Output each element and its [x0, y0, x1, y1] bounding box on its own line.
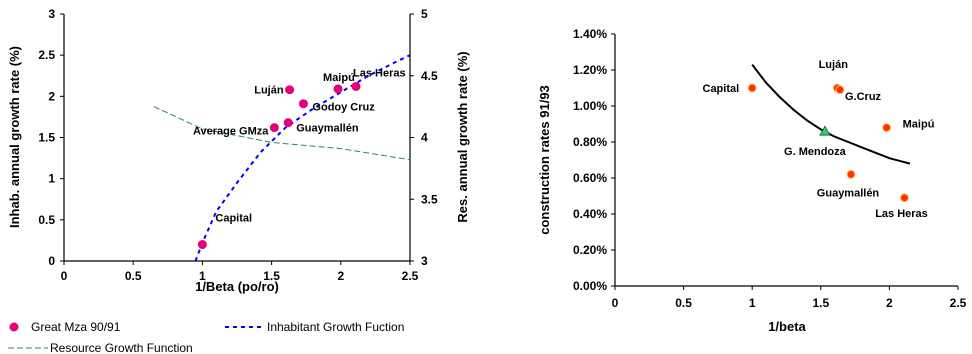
construction-curve — [751, 63, 911, 165]
left-chart-y-ticks: 0 0.5 1 1.5 2 2.5 3 — [38, 7, 64, 268]
right-x-tick-label: 1.5 — [812, 296, 829, 310]
great-mza-point-label: Maipú — [323, 72, 355, 84]
resource-growth-line — [153, 106, 411, 161]
great-mza-point — [351, 81, 361, 91]
left-y2-tick-label: 4 — [421, 131, 428, 145]
left-chart-x-ticks: 0 0.5 1 1.5 2 2.5 — [61, 261, 419, 283]
construction-point-label: G.Cruz — [845, 91, 882, 103]
legend-resource-label: Resource Growth Function — [50, 341, 193, 354]
right-chart-y-axis-label: construction rates 91/93 — [537, 85, 552, 235]
right-chart-y-ticks: 0.00% 0.20% 0.40% 0.60% 0.80% 1.00% 1.20% 1.40% — [573, 27, 615, 293]
construction-points: Capital Luján G.Cruz Maipú G. Mendoza Guaymal… — [703, 59, 935, 220]
great-mza-point-label: Godoy Cruz — [312, 102, 375, 114]
left-chart-y2-ticks: 3 3.5 4 4.5 5 — [410, 7, 438, 268]
great-mza-series: Capital Average GMza Guaymallén Luján Godoy … — [193, 67, 406, 250]
right-x-tick-label: 2 — [886, 296, 893, 310]
left-y-tick-label: 2.5 — [38, 48, 55, 62]
right-x-tick-label: 1 — [749, 296, 756, 310]
right-x-tick-label: 2.5 — [950, 296, 967, 310]
legend-great-mza-marker — [9, 322, 19, 332]
left-chart-y2-axis-label: Res. annual growth rate (%) — [455, 51, 470, 222]
inhabitant-growth-line — [194, 54, 411, 262]
great-mza-point-label: Luján — [254, 85, 284, 97]
great-mza-point — [333, 84, 343, 94]
construction-point-label: Maipú — [903, 119, 935, 131]
right-chart-x-axis-label: 1/beta — [768, 319, 806, 334]
left-chart-x-axis-label: 1/Beta (po/ro) — [195, 279, 279, 294]
left-y-tick-label: 1 — [48, 172, 55, 186]
construction-point — [882, 123, 892, 133]
left-x-tick-label: 2.5 — [402, 269, 419, 283]
left-chart-legend: Great Mza 90/91 Inhabitant Growth Fuctio… — [8, 320, 404, 354]
right-y-tick-label: 0.80% — [573, 135, 607, 149]
great-mza-point-label: Guaymallén — [296, 123, 359, 135]
left-x-tick-label: 0.5 — [125, 269, 142, 283]
left-x-tick-label: 0 — [61, 269, 68, 283]
great-mza-point-label: Average GMza — [193, 126, 269, 138]
inhabitant-growth-series — [194, 54, 411, 262]
construction-point-label: G. Mendoza — [784, 146, 847, 158]
legend-great-mza-label: Great Mza 90/91 — [31, 320, 121, 334]
right-y-tick-label: 0.60% — [573, 171, 607, 185]
great-mza-point — [298, 99, 308, 109]
right-y-tick-label: 1.00% — [573, 99, 607, 113]
great-mza-point — [283, 118, 293, 128]
right-y-tick-label: 1.20% — [573, 63, 607, 77]
construction-point-label: Capital — [703, 83, 740, 95]
right-x-tick-label: 0.5 — [675, 296, 692, 310]
construction-point-label: Las Heras — [875, 208, 928, 220]
left-y-tick-label: 0.5 — [38, 213, 55, 227]
great-mza-point-label: Capital — [215, 213, 252, 225]
construction-fit-curve — [751, 63, 911, 165]
construction-point — [835, 85, 845, 95]
left-y2-tick-label: 3.5 — [421, 192, 438, 206]
construction-point — [899, 193, 909, 203]
construction-point — [819, 125, 831, 136]
construction-point-label: Guaymallén — [817, 187, 880, 199]
left-x-tick-label: 2 — [337, 269, 344, 283]
right-y-tick-label: 0.40% — [573, 207, 607, 221]
great-mza-point — [285, 85, 295, 95]
right-y-tick-label: 1.40% — [573, 27, 607, 41]
legend-inhabitant-label: Inhabitant Growth Fuction — [267, 320, 404, 334]
right-y-tick-label: 0.20% — [573, 243, 607, 257]
left-y2-tick-label: 4.5 — [421, 69, 438, 83]
left-y-tick-label: 2 — [48, 89, 55, 103]
right-y-tick-label: 0.00% — [573, 279, 607, 293]
right-chart-x-ticks: 0 0.5 1 1.5 2 2.5 — [612, 286, 967, 310]
left-y2-tick-label: 5 — [421, 7, 428, 21]
left-y-tick-label: 0 — [48, 254, 55, 268]
left-chart: 0 0.5 1 1.5 2 2.5 00.511.522.53 33.544.55 Cap… — [7, 7, 470, 294]
great-mza-point — [197, 240, 207, 250]
construction-point — [747, 83, 757, 93]
left-y-tick-label: 3 — [48, 7, 55, 21]
left-y-tick-label: 1.5 — [38, 131, 55, 145]
left-y2-tick-label: 3 — [421, 254, 428, 268]
construction-point-label: Luján — [819, 59, 849, 71]
construction-point — [846, 169, 856, 179]
great-mza-point — [269, 123, 279, 133]
left-chart-y-axis-label: Inhab. annual growth rate (%) — [7, 46, 22, 228]
right-chart: 0 0.5 1 1.5 2 2.5 0.00% 0.20% 0.40% 0.60% 0.80% 1.… — [537, 27, 967, 334]
right-x-tick-label: 0 — [612, 296, 619, 310]
left-x-tick-label: 1 — [199, 269, 206, 283]
great-mza-point-label: Las Heras — [353, 67, 406, 79]
left-x-tick-label: 1.5 — [263, 269, 280, 283]
resource-growth-series — [153, 106, 411, 161]
